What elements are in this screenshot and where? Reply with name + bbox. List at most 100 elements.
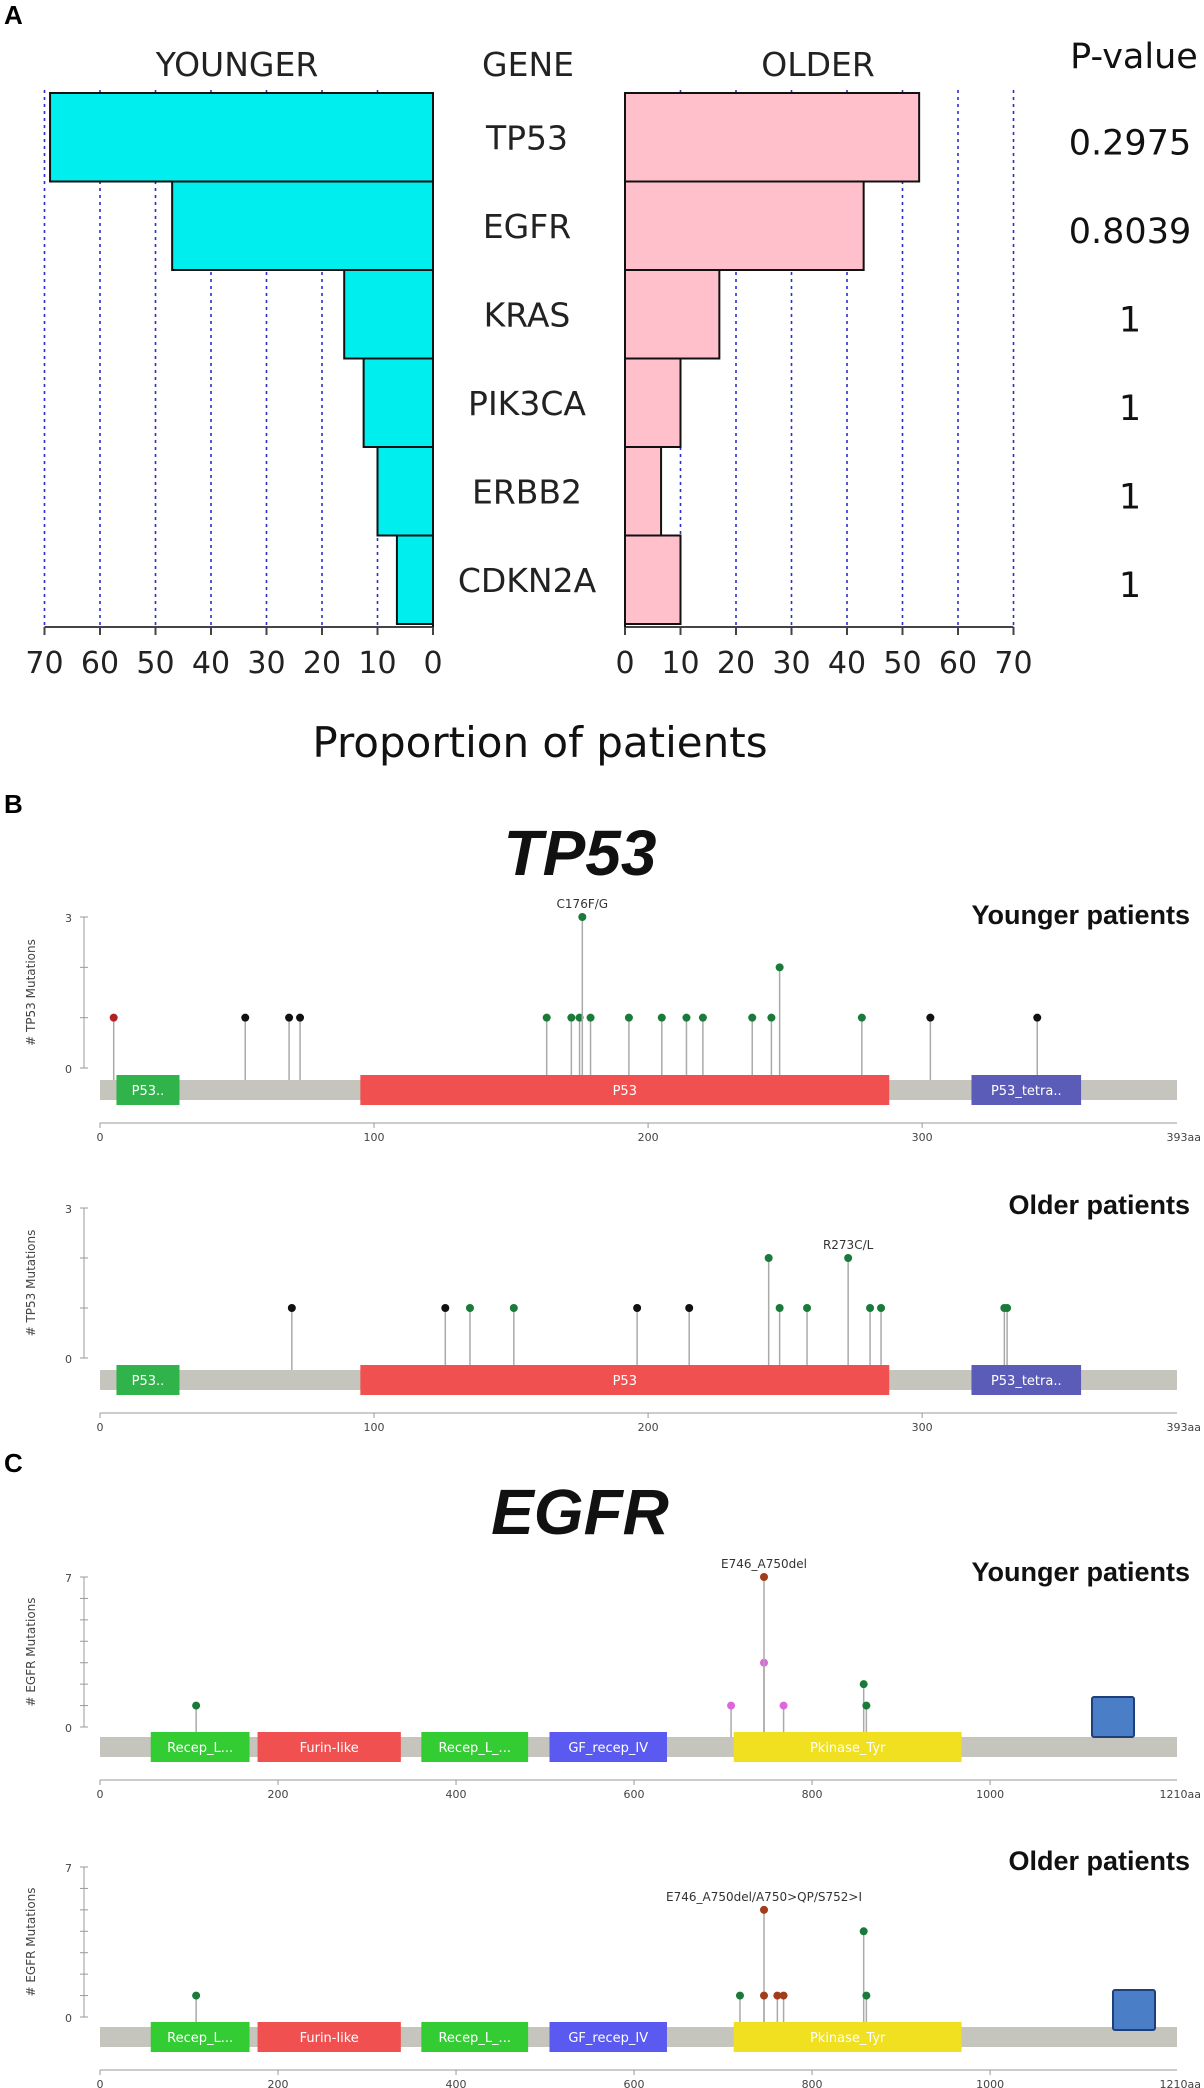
protein-domain [549, 1732, 667, 1762]
x-tick-label: 100 [364, 1421, 385, 1434]
protein-domain [150, 2022, 250, 2052]
y-tick-label: 7 [65, 1862, 72, 1875]
mutation-point [773, 1991, 782, 2000]
y-tick-label: 0 [65, 1353, 72, 1366]
pvalue: 1 [1119, 389, 1141, 429]
mutation-point [748, 1013, 757, 1022]
tick-label-younger: 0 [423, 646, 442, 681]
bar-younger-egfr [171, 180, 434, 271]
tick-label-younger: 10 [358, 646, 396, 681]
protein-domain [549, 2022, 667, 2052]
y-axis-title: # EGFR Mutations [24, 1597, 38, 1706]
mutation-point [241, 1013, 250, 1022]
mutation-point [764, 1254, 773, 1262]
mutation-point [567, 1013, 576, 1022]
bar-older-kras [624, 269, 721, 360]
y-tick-label: 3 [65, 1203, 72, 1216]
x-tick-label: 0 [97, 1421, 104, 1434]
mutation-point [727, 1701, 736, 1710]
mutation-point [542, 1013, 551, 1022]
x-tick-label: 800 [802, 2078, 823, 2088]
pvalue: 1 [1119, 300, 1141, 340]
domain-label: P53.. [132, 1374, 165, 1389]
x-length-label: 393aa [1167, 1421, 1201, 1434]
domain-label: P53_tetra.. [991, 1084, 1062, 1099]
mutation-point [685, 1304, 694, 1312]
domain-label: Pkinase_Tyr [810, 1741, 886, 1756]
domain-label: GF_recep_IV [568, 2031, 648, 2046]
cohort-label: Younger patients [971, 1557, 1190, 1587]
x-tick-label: 200 [638, 1421, 659, 1434]
tick-label-older: 50 [883, 646, 921, 681]
protein-domain [733, 2022, 962, 2052]
bar-older-erbb2 [624, 446, 663, 537]
tp53-title: TP53 [504, 817, 657, 889]
tick-label-older: 10 [661, 646, 699, 681]
x-tick-label: 300 [912, 1421, 933, 1434]
y-tick-label: 7 [65, 1572, 72, 1585]
mutation-point [287, 1304, 296, 1312]
protein-domain [257, 2022, 401, 2052]
egfr-lollipop-plots: Younger patients 7 0 # EGFR Mutations E746_A… [24, 1557, 1201, 2088]
x-length-label: 1210aa [1160, 2078, 1201, 2088]
bar-younger-cdkn2a [395, 534, 434, 625]
bar-older-egfr [624, 180, 865, 271]
mutation-point [624, 1013, 633, 1022]
y-tick-label: 0 [65, 2012, 72, 2025]
cohort-label: Older patients [1008, 1846, 1190, 1876]
y-tick-label: 0 [65, 1722, 72, 1735]
x-tick-label: 200 [268, 1788, 289, 1801]
pvalue: 1 [1119, 477, 1141, 517]
protein-domain [257, 1732, 401, 1762]
bar-younger-erbb2 [376, 446, 434, 537]
tick-label-younger: 20 [303, 646, 341, 681]
cohort-label: Older patients [1008, 1190, 1190, 1220]
mutation-point [862, 1991, 871, 2000]
egfr-title: EGFR [491, 1476, 669, 1548]
tick-label-younger: 60 [81, 646, 119, 681]
mutation-point [441, 1304, 450, 1312]
mutation-point [1003, 1304, 1012, 1312]
domain-label: Furin-like [300, 2031, 359, 2046]
pvalue: 1 [1119, 566, 1141, 606]
protein-domain [971, 1075, 1082, 1105]
mutation-point [857, 1013, 866, 1022]
mutation-point [1033, 1013, 1042, 1022]
younger-header: YOUNGER [155, 45, 319, 84]
domain-label: P53.. [132, 1084, 165, 1099]
protein-domain [421, 2022, 529, 2052]
mutation-point [775, 963, 784, 972]
domain-label: Recep_L_... [438, 2031, 510, 2046]
mutation-point [926, 1013, 935, 1022]
x-axis-title: Proportion of patients [312, 718, 767, 767]
mutation-point [866, 1304, 875, 1312]
tick-label-older: 40 [828, 646, 866, 681]
tick-label-younger: 50 [136, 646, 174, 681]
y-axis-title: # EGFR Mutations [24, 1887, 38, 1996]
mutation-point [586, 1013, 595, 1022]
x-tick-label: 600 [624, 2078, 645, 2088]
x-tick-label: 200 [268, 2078, 289, 2088]
mutation-point [698, 1013, 707, 1022]
mutation-annotation: E746_A750del/A750>QP/S752>I [666, 1890, 862, 1904]
gene-header: GENE [482, 45, 574, 84]
mutation-annotation: R273C/L [823, 1238, 874, 1252]
mutation-point [296, 1013, 305, 1022]
tp53-lollipop-plots: Younger patients 3 0 # TP53 Mutations C176F/… [24, 897, 1201, 1434]
panel-c-label: C [4, 1448, 23, 1478]
domain-label: Recep_L_... [438, 1741, 510, 1756]
older-header: OLDER [761, 45, 875, 84]
gene-label: KRAS [484, 295, 571, 334]
mutation-point [657, 1013, 666, 1022]
tick-label-younger: 70 [25, 646, 63, 681]
gene-label: EGFR [483, 207, 571, 246]
protein-domain [150, 1732, 250, 1762]
square-marker [1112, 1989, 1156, 2031]
domain-label: Recep_L... [167, 2031, 233, 2046]
mutation-point [465, 1304, 474, 1312]
x-tick-label: 400 [446, 2078, 467, 2088]
mutation-annotation: E746_A750del [721, 1557, 807, 1571]
x-tick-label: 1000 [976, 2078, 1004, 2088]
mutation-point [803, 1304, 812, 1312]
mutation-point [192, 1701, 201, 1710]
